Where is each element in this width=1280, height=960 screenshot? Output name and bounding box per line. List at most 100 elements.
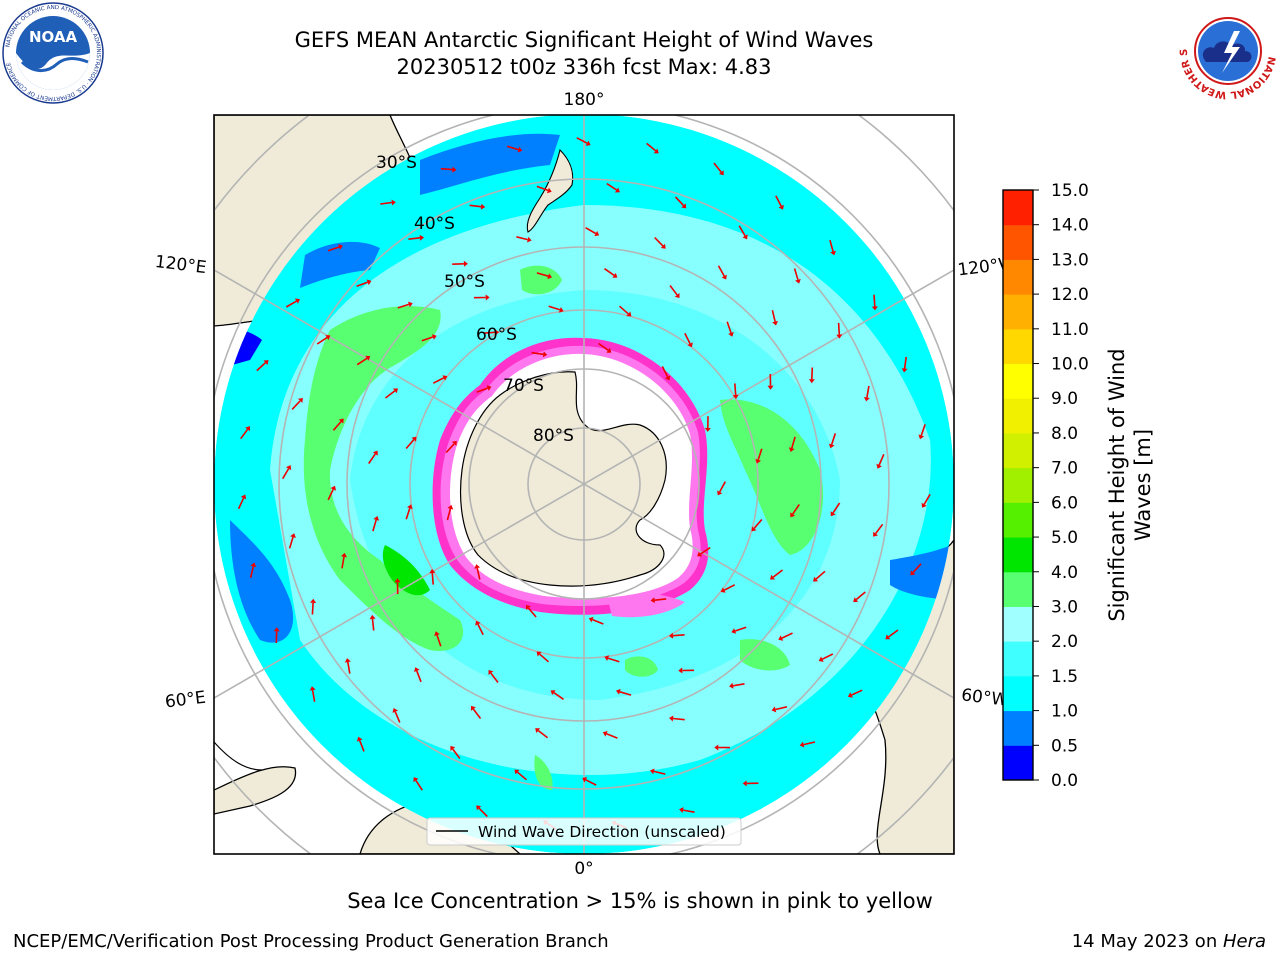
wave-vector	[380, 201, 393, 205]
wave-vector-head	[527, 236, 532, 243]
wave-vector-head	[828, 443, 835, 449]
wave-vector-head	[771, 706, 777, 713]
wave-vector	[793, 268, 799, 280]
wave-vector-head	[408, 301, 413, 308]
lon-label-60e: 60°E	[164, 688, 207, 713]
wave-vector-head	[876, 463, 882, 469]
wave-vector-head	[921, 502, 927, 508]
wave-vector	[830, 433, 837, 445]
wave-vector-head	[650, 597, 655, 604]
lon-label-120e: 120°E	[154, 252, 208, 278]
wave-vector-head	[310, 598, 317, 603]
green-band-indian-ocean	[303, 306, 464, 651]
wave-vector	[256, 362, 267, 372]
colorbar-tick-label: 0.5	[1051, 736, 1078, 756]
colorbar-tick-label: 8.0	[1051, 424, 1078, 444]
wave-vector	[483, 331, 496, 334]
wave-vector	[311, 602, 314, 615]
wave-vector	[506, 145, 519, 151]
wave-vector-head	[463, 260, 468, 267]
wave-vector	[536, 185, 549, 192]
wave-vector-head	[669, 632, 674, 639]
wave-vector	[476, 567, 481, 580]
wave-vector-head	[447, 504, 454, 510]
wave-vector	[815, 570, 826, 580]
wave-vector-head	[770, 574, 775, 580]
wave-vector-head	[721, 274, 727, 280]
wave-vector-head	[602, 731, 608, 737]
wave-vector	[661, 366, 669, 378]
wave-vector-head	[885, 634, 891, 640]
wave-vector	[873, 294, 876, 307]
colorbar-label-line2: Waves [m]	[1131, 429, 1155, 541]
colorbar-tick-label: 15.0	[1051, 181, 1089, 201]
wave-vector	[811, 367, 814, 380]
wave-vector	[421, 336, 434, 342]
wave-vector-head	[372, 450, 378, 456]
wave-vector-head	[494, 329, 499, 336]
colorbar-tick-label: 12.0	[1051, 285, 1089, 305]
wave-vector-head	[729, 682, 734, 689]
wave-vector	[713, 162, 722, 173]
wave-vector	[516, 771, 528, 781]
wave-vector	[757, 448, 763, 461]
wave-vector-head	[616, 688, 621, 695]
colorbar-segment	[1003, 641, 1033, 677]
wave-vector-head	[901, 368, 908, 373]
wave-vector-head	[818, 656, 824, 662]
wave-vector-head	[535, 728, 541, 733]
wave-vector-head	[755, 458, 761, 464]
wave-vector-head	[338, 244, 343, 250]
wave-vector	[469, 204, 482, 208]
wave-vector-head	[732, 394, 739, 399]
wave-vector-head	[393, 388, 398, 394]
wave-vector	[527, 607, 537, 618]
lat-label-50s: 50°S	[444, 272, 485, 292]
colorbar-segment	[1003, 537, 1033, 573]
wave-vector-head	[594, 230, 600, 237]
wave-vector-head	[660, 243, 666, 249]
lat-label-40s: 40°S	[414, 214, 455, 234]
wave-vector	[618, 305, 629, 315]
wave-vector	[821, 653, 834, 660]
lat-label-30s: 30°S	[376, 153, 417, 173]
wave-vector-head	[550, 690, 556, 696]
wave-vector-head	[414, 667, 420, 672]
wave-vector-head	[585, 140, 591, 146]
wave-vector	[445, 443, 455, 454]
wave-vector	[684, 332, 691, 345]
wave-vector-head	[873, 531, 878, 537]
wave-vector	[738, 225, 746, 237]
colorbar-tick-label: 4.0	[1051, 563, 1078, 583]
wave-vector	[851, 689, 863, 696]
wave-vector	[682, 809, 695, 813]
map-title: GEFS MEAN Antarctic Significant Height o…	[294, 28, 874, 52]
colorbar-segment	[1003, 467, 1033, 503]
graticule	[214, 115, 954, 854]
wave-vector	[772, 569, 783, 578]
wave-vector	[576, 137, 588, 144]
wave-vector	[385, 390, 396, 399]
wave-vector-head	[429, 569, 436, 574]
wave-vector	[327, 489, 334, 501]
wave-vector	[732, 683, 745, 687]
colorbar-segment	[1003, 398, 1033, 434]
wave-vector	[240, 428, 249, 440]
wave-vector-head	[442, 375, 448, 381]
wave-vector-head	[731, 628, 737, 634]
wave-vector-head	[799, 741, 805, 748]
wave-vector	[888, 629, 899, 638]
wave-vector-head	[476, 805, 482, 811]
colorbar-tick-label: 5.0	[1051, 528, 1078, 548]
wave-vector-head	[650, 768, 655, 775]
wave-vector-head	[245, 426, 250, 432]
colorbar-segment	[1003, 432, 1033, 469]
wave-vector	[431, 572, 434, 585]
credit-line: NCEP/EMC/Verification Post Processing Pr…	[13, 931, 609, 952]
wave-vector-head	[475, 620, 481, 626]
wave-vector	[356, 281, 368, 288]
colorbar-segment	[1003, 363, 1033, 399]
wave-vector-head	[419, 234, 424, 241]
wave-vector	[753, 518, 763, 529]
